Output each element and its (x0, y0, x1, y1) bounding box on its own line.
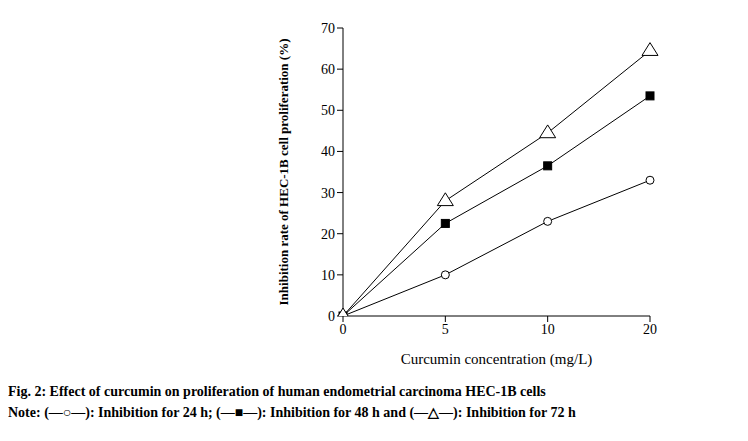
svg-text:70: 70 (321, 21, 335, 36)
svg-text:Inhibition rate of HEC-1B cell: Inhibition rate of HEC-1B cell prolifera… (276, 39, 291, 306)
svg-text:30: 30 (321, 186, 335, 201)
svg-text:50: 50 (321, 103, 335, 118)
svg-text:20: 20 (643, 322, 657, 337)
svg-text:0: 0 (340, 322, 347, 337)
svg-text:0: 0 (328, 309, 335, 324)
svg-text:60: 60 (321, 62, 335, 77)
svg-text:10: 10 (541, 322, 555, 337)
html-text:Note: (—○—): Inhibition for 24: Note: (—○—): Inhibition for 24 h; (—■—):… (8, 405, 576, 420)
svg-text:40: 40 (321, 144, 335, 159)
svg-text:5: 5 (442, 322, 449, 337)
html-text:Fig. 2: Effect of curcumin on: Fig. 2: Effect of curcumin on proliferat… (8, 384, 546, 399)
svg-text:Curcumin concentration (mg/L): Curcumin concentration (mg/L) (401, 351, 593, 368)
svg-text:20: 20 (321, 227, 335, 242)
svg-text:10: 10 (321, 268, 335, 283)
